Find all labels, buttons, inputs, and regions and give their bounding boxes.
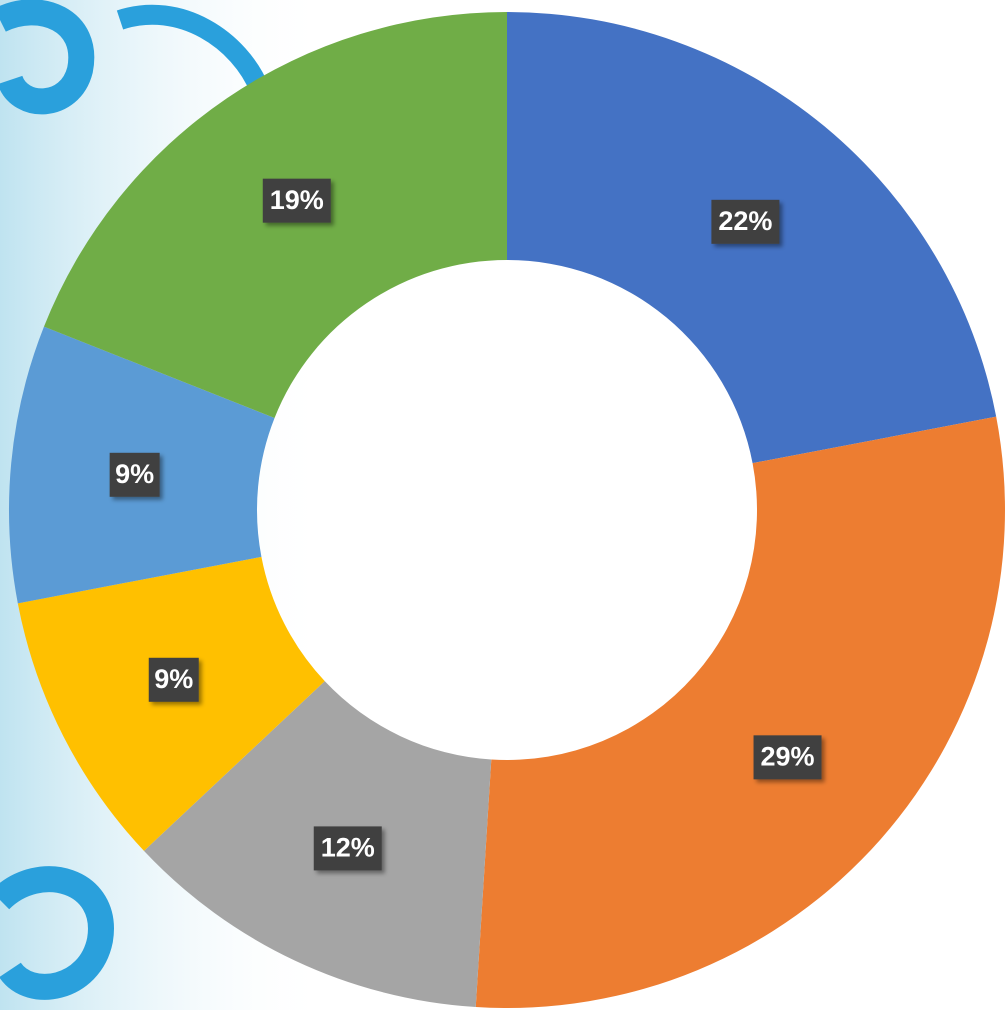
page: 22%29%12%9%9%19% (() => { const data = J… <box>0 0 1007 1010</box>
data-label: 9% <box>154 664 193 694</box>
donut <box>9 12 1005 1008</box>
data-label: 19% <box>270 185 324 215</box>
data-label: 9% <box>115 459 154 489</box>
data-label: 12% <box>321 833 375 863</box>
data-label: 22% <box>718 206 772 236</box>
data-label: 29% <box>761 741 815 771</box>
donut-slice <box>476 417 1005 1008</box>
chart: 22% 29% 12% 9% 9% 19% <box>0 0 1007 1010</box>
